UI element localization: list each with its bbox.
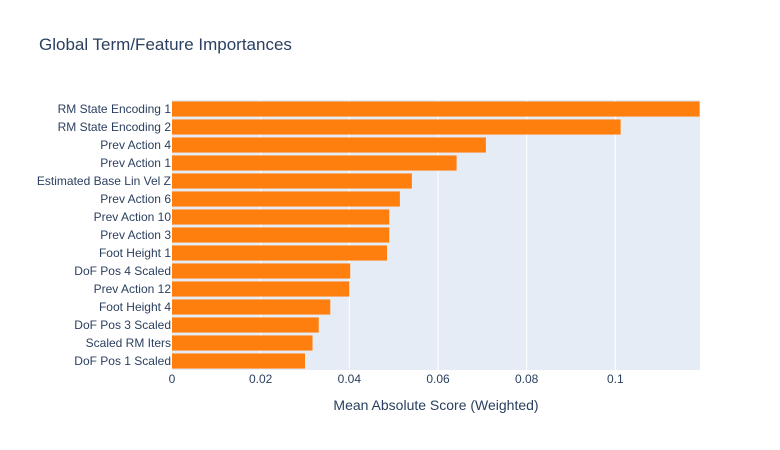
x-tick-label: 0 bbox=[169, 372, 176, 386]
bar-estimated-base-lin-vel-z bbox=[172, 173, 412, 189]
y-tick-label: RM State Encoding 2 bbox=[58, 120, 172, 134]
bar-scaled-rm-iters bbox=[172, 335, 313, 351]
bar-dof-pos-4-scaled bbox=[172, 263, 351, 279]
y-tick-label: Foot Height 1 bbox=[99, 246, 171, 260]
bar-dof-pos-3-scaled bbox=[172, 317, 319, 333]
y-axis-ticks: RM State Encoding 1 RM State Encoding 2 Pr… bbox=[37, 102, 171, 368]
y-tick-label: Prev Action 3 bbox=[100, 228, 171, 242]
y-tick-label: DoF Pos 3 Scaled bbox=[74, 318, 171, 332]
chart-title: Global Term/Feature Importances bbox=[39, 35, 292, 54]
x-tick-label: 0.08 bbox=[515, 372, 539, 386]
bar-rm-state-encoding-2 bbox=[172, 119, 621, 135]
x-axis-title: Mean Absolute Score (Weighted) bbox=[333, 397, 538, 413]
bar-prev-action-10 bbox=[172, 209, 390, 225]
x-axis-ticks: 0 0.02 0.04 0.06 0.08 0.1 bbox=[169, 372, 624, 386]
y-tick-label: RM State Encoding 1 bbox=[58, 102, 172, 116]
bar-dof-pos-1-scaled bbox=[172, 353, 305, 369]
y-tick-label: Prev Action 10 bbox=[94, 210, 172, 224]
y-tick-label: Estimated Base Lin Vel Z bbox=[37, 174, 171, 188]
bar-foot-height-1 bbox=[172, 245, 388, 261]
y-tick-label: Prev Action 6 bbox=[100, 192, 171, 206]
x-tick-label: 0.06 bbox=[426, 372, 450, 386]
y-tick-label: Foot Height 4 bbox=[99, 300, 171, 314]
bar-prev-action-6 bbox=[172, 191, 400, 207]
y-tick-label: DoF Pos 1 Scaled bbox=[74, 354, 171, 368]
x-tick-label: 0.04 bbox=[338, 372, 362, 386]
bar-prev-action-1 bbox=[172, 155, 457, 171]
bar-prev-action-3 bbox=[172, 227, 390, 243]
bar-prev-action-12 bbox=[172, 281, 350, 297]
y-tick-label: Prev Action 12 bbox=[94, 282, 172, 296]
bars bbox=[172, 101, 700, 369]
y-tick-label: Scaled RM Iters bbox=[86, 336, 171, 350]
bar-foot-height-4 bbox=[172, 299, 331, 315]
bar-rm-state-encoding-1 bbox=[172, 101, 700, 117]
y-tick-label: DoF Pos 4 Scaled bbox=[74, 264, 171, 278]
y-tick-label: Prev Action 4 bbox=[100, 138, 171, 152]
bar-prev-action-4 bbox=[172, 137, 486, 153]
y-tick-label: Prev Action 1 bbox=[100, 156, 171, 170]
x-tick-label: 0.02 bbox=[249, 372, 273, 386]
x-tick-label: 0.1 bbox=[607, 372, 624, 386]
